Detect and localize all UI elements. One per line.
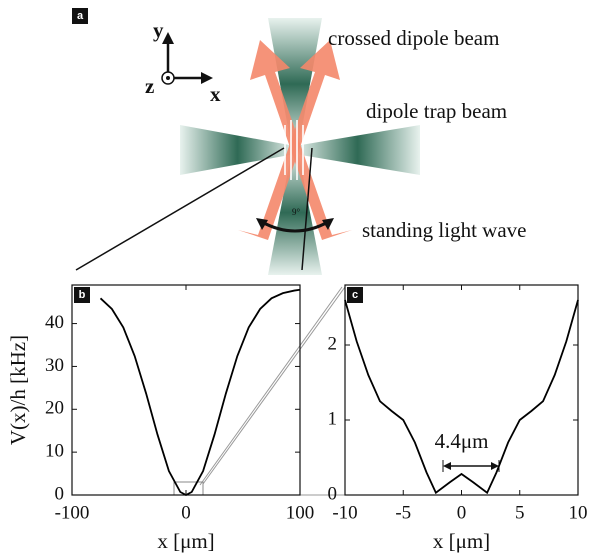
y-tick-label: 0 (328, 483, 338, 504)
axis-label: x (210, 82, 221, 106)
beam-label: standing light wave (362, 218, 526, 242)
arrowhead (256, 218, 268, 230)
annotation: 4.4μm (435, 429, 489, 453)
plot-frame (344, 284, 579, 496)
y-axis-label: V(x)/h [kHz] (6, 335, 30, 445)
trap-beam (250, 40, 352, 240)
x-tick-label: -100 (55, 502, 90, 523)
panel-label: a (77, 10, 84, 22)
standing-wave (284, 120, 304, 180)
panel-tag (347, 287, 363, 303)
y-tick-label: 40 (45, 312, 64, 333)
rotation-arrow (261, 220, 329, 233)
x-tick-label: -10 (332, 502, 357, 523)
y-tick-label: 30 (45, 355, 64, 376)
arrowhead (491, 462, 499, 470)
x-tick-label: 10 (569, 502, 588, 523)
curve (344, 299, 579, 495)
y-tick-label: 0 (55, 483, 65, 504)
panel-label: b (79, 289, 86, 301)
panel-tag (74, 287, 90, 303)
y-tick-label: 10 (45, 441, 64, 462)
y-tick-label: 1 (328, 408, 338, 429)
panel-tag (72, 8, 88, 24)
x-tick-label: 0 (181, 502, 191, 523)
zoom-lines (75, 147, 313, 271)
x-tick-label: 0 (457, 502, 467, 523)
x-tick-label: -5 (395, 502, 411, 523)
horizontal-beam (295, 125, 420, 175)
y-tick-label: 2 (328, 333, 338, 354)
plot-frame (71, 284, 301, 496)
trap-beam (238, 40, 340, 240)
x-tick-label: 100 (286, 502, 315, 523)
diagram: a 9° y x z crossed dipole beam dipole tr… (72, 8, 526, 496)
arrowhead (162, 32, 174, 44)
coordinate-axes (166, 40, 205, 80)
axis-label: z (145, 74, 154, 98)
arrowhead (201, 72, 213, 84)
beam-label: crossed dipole beam (328, 26, 499, 50)
arrowhead (443, 462, 451, 470)
panel-label: c (352, 289, 358, 301)
beam-label: dipole trap beam (366, 99, 507, 123)
x-tick-label: 5 (515, 502, 525, 523)
zoom-lines (199, 286, 346, 496)
horizontal-beam (180, 125, 295, 175)
axis-label: y (153, 18, 164, 42)
arrowhead (322, 218, 334, 230)
z-axis (166, 76, 170, 80)
curve (99, 288, 301, 497)
y-tick-label: 20 (45, 398, 64, 419)
vertical-beam (268, 150, 322, 275)
x-axis-label: x [μm] (433, 529, 490, 553)
x-axis-label: x [μm] (157, 529, 214, 553)
angle-label: 9° (292, 207, 301, 217)
vertical-beam (268, 18, 322, 150)
